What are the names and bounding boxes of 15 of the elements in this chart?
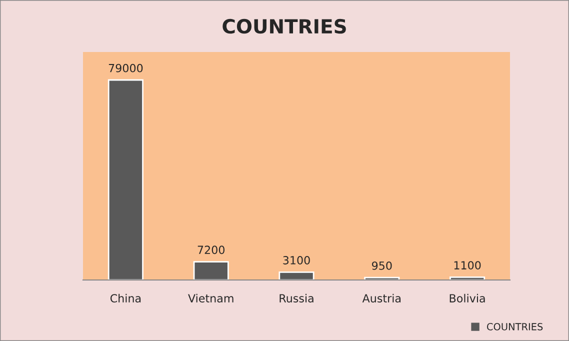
- x-tick-label: Russia: [280, 294, 314, 302]
- bar: [278, 271, 314, 280]
- data-label: 950: [372, 261, 392, 270]
- data-label: 7200: [198, 246, 224, 254]
- chart-title: COUNTRIES: [222, 18, 346, 34]
- x-tick-label: Bolivia: [450, 294, 485, 302]
- data-label: 3100: [283, 256, 310, 264]
- x-tick-label: China: [110, 294, 141, 302]
- x-tick-label: Vietnam: [188, 294, 234, 302]
- data-label: 1100: [454, 261, 481, 270]
- data-label: 79000: [108, 64, 143, 72]
- x-tick-label: Austria: [362, 294, 401, 302]
- legend-label: COUNTRIES: [487, 323, 543, 330]
- bar: [108, 79, 144, 280]
- bar: [193, 261, 229, 280]
